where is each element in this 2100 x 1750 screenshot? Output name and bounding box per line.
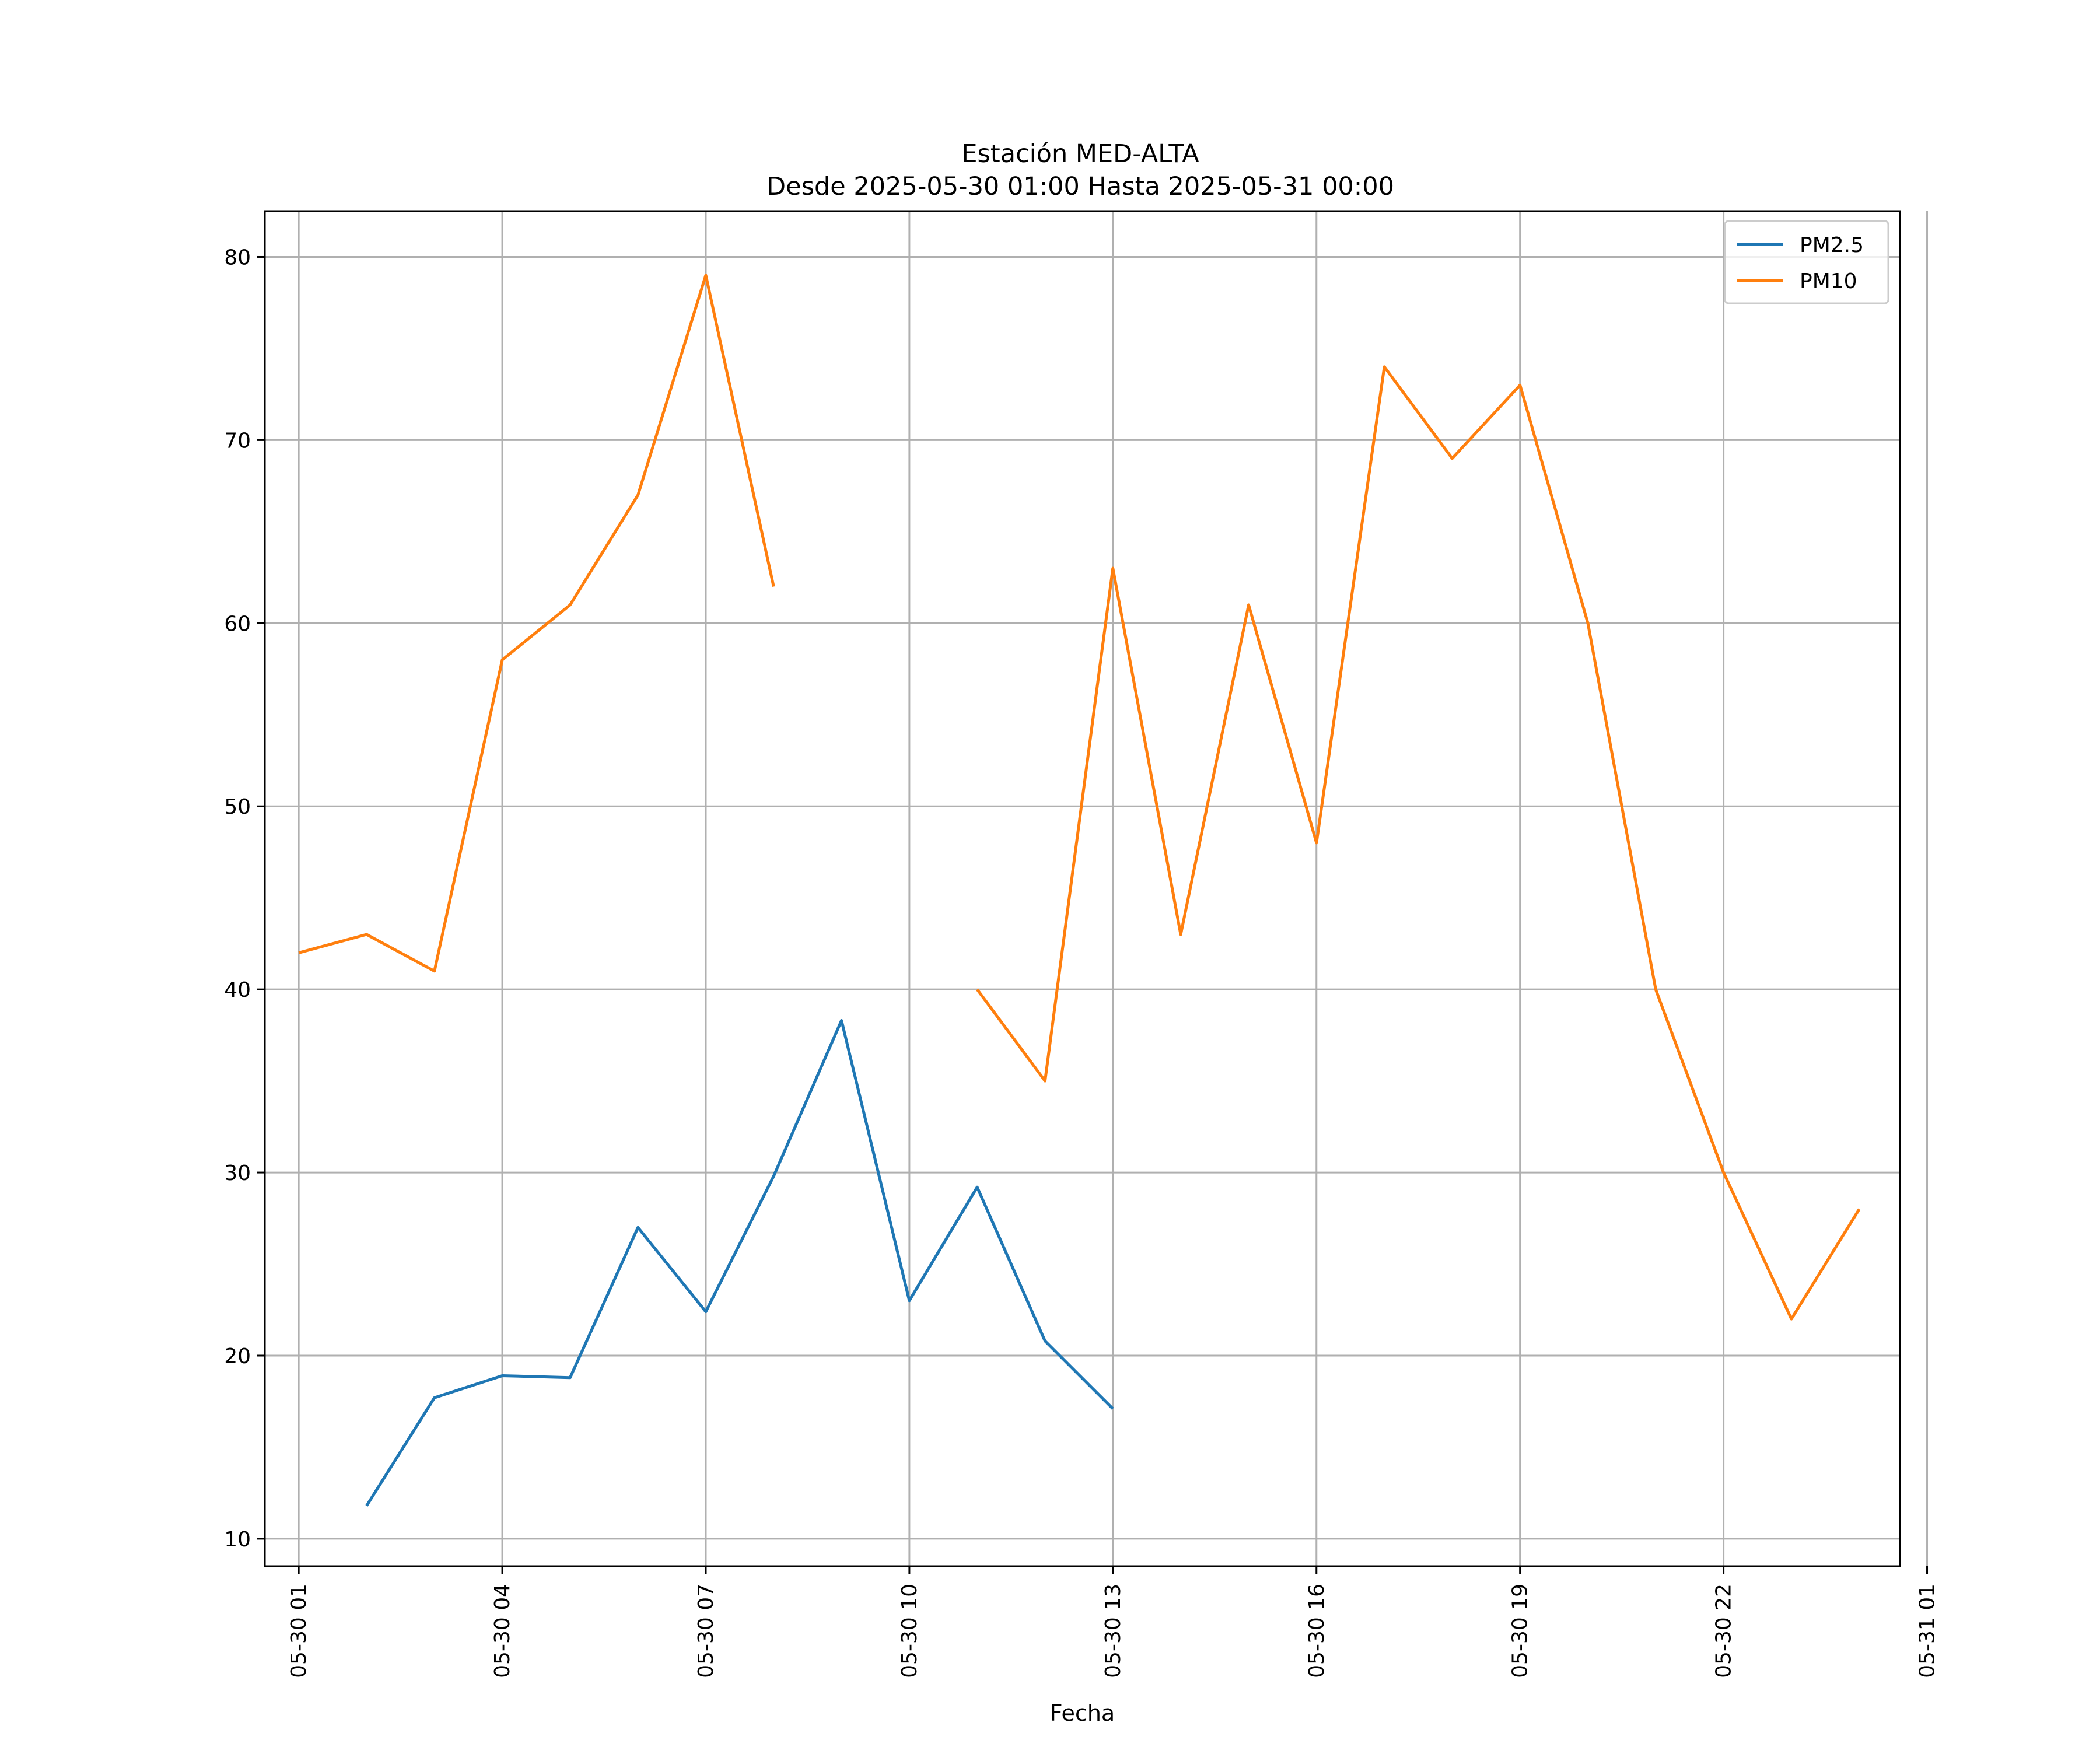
- x-tick-label: 05-30 22: [1712, 1584, 1736, 1678]
- y-tick-label: 60: [224, 612, 251, 636]
- x-tick-label: 05-30 16: [1305, 1584, 1329, 1678]
- x-tick-label: 05-30 01: [287, 1584, 311, 1678]
- legend-label: PM2.5: [1800, 233, 1864, 257]
- x-tick-label: 05-30 10: [898, 1584, 922, 1678]
- x-tick-label: 05-30 04: [491, 1584, 514, 1678]
- series-line-pm10: [298, 274, 775, 973]
- y-tick-label: 20: [224, 1345, 251, 1368]
- x-axis-label: Fecha: [1050, 1700, 1115, 1726]
- y-tick-label: 10: [224, 1528, 251, 1552]
- legend: PM2.5 PM10: [1724, 220, 1889, 304]
- plot-area-frame: [264, 210, 1901, 1567]
- y-tick-label: 50: [224, 795, 251, 819]
- legend-box: [1724, 220, 1889, 304]
- x-tick-label: 05-30 07: [694, 1584, 718, 1678]
- chart-title-line1: Estación MED-ALTA: [961, 139, 1199, 169]
- y-tick-label: 40: [224, 978, 251, 1002]
- series-line-pm2-5: [365, 1019, 1114, 1507]
- y-axis-ticks: 10 20 30 40 50 60 70 80: [224, 246, 265, 1552]
- y-tick-label: 80: [224, 246, 251, 270]
- y-tick-label: 70: [224, 429, 251, 453]
- x-tick-label: 05-31 01: [1916, 1584, 1940, 1678]
- legend-label: PM10: [1800, 270, 1857, 293]
- x-tick-label: 05-30 13: [1101, 1584, 1125, 1678]
- chart-title-line2: Desde 2025-05-30 01:00 Hasta 2025-05-31 …: [766, 172, 1394, 201]
- x-tick-label: 05-30 19: [1508, 1584, 1532, 1678]
- y-tick-label: 30: [224, 1161, 251, 1185]
- series-line-pm10: [976, 365, 1861, 1321]
- x-axis-ticks: 05-30 01 05-30 04 05-30 07 05-30 10 05-30 13…: [287, 1566, 1940, 1678]
- series-group: [298, 274, 1861, 1507]
